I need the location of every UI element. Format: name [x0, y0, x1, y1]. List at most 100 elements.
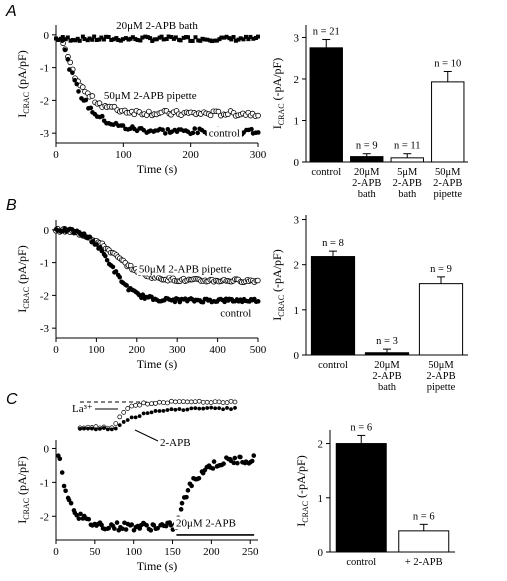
data-point-2-APB: [112, 526, 117, 531]
n-label: n = 21: [313, 27, 340, 38]
data-point-20μM 2-APB bath: [241, 37, 246, 42]
inset-point-open: [180, 399, 186, 404]
data-point-2-APB: [68, 500, 74, 506]
data-point-20μM 2-APB bath: [190, 38, 195, 43]
inset-point-open: [145, 401, 150, 407]
data-point-20μM 2-APB bath: [231, 35, 236, 40]
inset-point-open: [228, 398, 234, 404]
data-point-control: [70, 70, 75, 75]
data-point-control: [192, 126, 198, 131]
data-point-control: [72, 77, 78, 83]
inset-point-filled: [117, 423, 122, 428]
data-point-50μM 2-APB pipette: [207, 112, 214, 119]
inset-label-la: La³⁺: [72, 403, 93, 415]
data-point-2-APB: [184, 494, 189, 500]
data-point-2-APB: [185, 488, 191, 493]
data-point-20μM 2-APB bath: [222, 35, 227, 40]
inset-point-filled: [209, 405, 214, 410]
data-point-control: [117, 274, 123, 280]
data-point-20μM 2-APB bath: [104, 34, 109, 39]
inset-point-open: [188, 399, 194, 405]
x-tick-label: 200: [182, 149, 199, 161]
data-point-20μM 2-APB bath: [60, 35, 65, 40]
x-tick-label: 150: [164, 546, 181, 558]
data-point-20μM 2-APB bath: [65, 35, 70, 40]
data-point-20μM 2-APB bath: [200, 36, 205, 41]
x-tick-label: 250: [242, 546, 259, 558]
inset-point-filled: [189, 406, 194, 411]
data-point-control: [160, 127, 165, 133]
annotation-control: control: [209, 127, 240, 139]
category-label: 2-APB: [352, 178, 381, 189]
data-point-control: [195, 130, 200, 136]
inset-point-filled: [177, 407, 182, 411]
data-point-2-APB: [210, 466, 216, 471]
inset-point-filled: [221, 407, 225, 412]
data-point-20μM 2-APB bath: [94, 37, 99, 42]
data-point-20μM 2-APB bath: [236, 37, 241, 42]
annotation-20μM 2-APB: 20μM 2-APB: [176, 517, 236, 529]
y-tick-label: -1: [40, 258, 49, 270]
inset-point-filled: [149, 410, 154, 415]
data-point-2-APB: [232, 455, 238, 461]
x-tick-label: 0: [53, 546, 59, 558]
annotation-bg: [206, 126, 242, 140]
panel-letter-a: A: [5, 3, 17, 20]
data-point-control: [87, 234, 92, 240]
inset-point-open: [212, 399, 218, 405]
data-point-20μM 2-APB bath: [116, 38, 121, 43]
data-point-20μM 2-APB bath: [154, 37, 159, 42]
category-label: 50μM: [435, 167, 461, 178]
data-point-20μM 2-APB bath: [63, 37, 68, 42]
data-point-20μM 2-APB bath: [219, 35, 224, 40]
n-label: n = 9: [430, 264, 452, 275]
data-point-control: [67, 67, 72, 72]
data-point-20μM 2-APB bath: [73, 38, 78, 43]
y-tick-label: -1: [40, 63, 49, 75]
data-point-20μM 2-APB bath: [188, 38, 193, 43]
y-tick-label: -2: [40, 95, 49, 107]
inset-point-open: [157, 399, 162, 405]
data-point-20μM 2-APB bath: [164, 37, 169, 42]
bar-50μM 2-APB pipette: [418, 283, 464, 356]
x-tick-label: 100: [88, 344, 105, 356]
data-point-20μM 2-APB bath: [255, 34, 260, 39]
inset-point-open: [125, 406, 131, 411]
inset-point-filled: [133, 415, 138, 420]
data-point-20μM 2-APB bath: [185, 35, 190, 40]
data-point-2-APB: [114, 520, 120, 525]
data-point-2-APB: [106, 525, 112, 531]
data-point-20μM 2-APB bath: [205, 37, 210, 42]
data-point-20μM 2-APB bath: [145, 35, 150, 40]
inset-point-open: [153, 401, 158, 406]
inset-point-open: [224, 400, 230, 405]
y-axis-label: ICRAC (pA/pF): [15, 50, 31, 117]
inset-point-open: [169, 398, 174, 404]
data-point-50μM 2-APB pipette: [79, 84, 86, 90]
data-point-50μM 2-APB pipette: [96, 100, 103, 106]
data-point-control: [94, 242, 100, 247]
category-label: control: [346, 557, 376, 568]
y-tick-label: 0: [294, 350, 300, 362]
x-tick-label: 300: [250, 149, 267, 161]
data-point-20μM 2-APB bath: [53, 36, 58, 41]
data-point-20μM 2-APB bath: [244, 34, 249, 39]
data-point-control: [99, 248, 105, 254]
inset-point-filled: [201, 406, 206, 411]
data-point-20μM 2-APB bath: [159, 34, 164, 39]
inset-point-filled: [101, 426, 106, 430]
inset-point-filled: [137, 414, 142, 419]
data-point-2-APB: [123, 527, 129, 532]
inset-point-filled: [145, 411, 150, 416]
data-point-2-APB: [189, 483, 194, 489]
category-label: 2-APB: [426, 371, 455, 382]
data-point-20μM 2-APB bath: [90, 37, 95, 42]
inset-point-open: [220, 400, 226, 405]
data-point-control: [104, 257, 110, 263]
inset-point-filled: [141, 411, 146, 416]
inset-point-filled: [181, 408, 186, 413]
annotation-bg: [218, 306, 254, 320]
inset-point-open: [177, 399, 182, 404]
data-point-20μM 2-APB bath: [202, 37, 207, 42]
y-axis-label: ICRAC (pA/pF): [15, 456, 31, 523]
